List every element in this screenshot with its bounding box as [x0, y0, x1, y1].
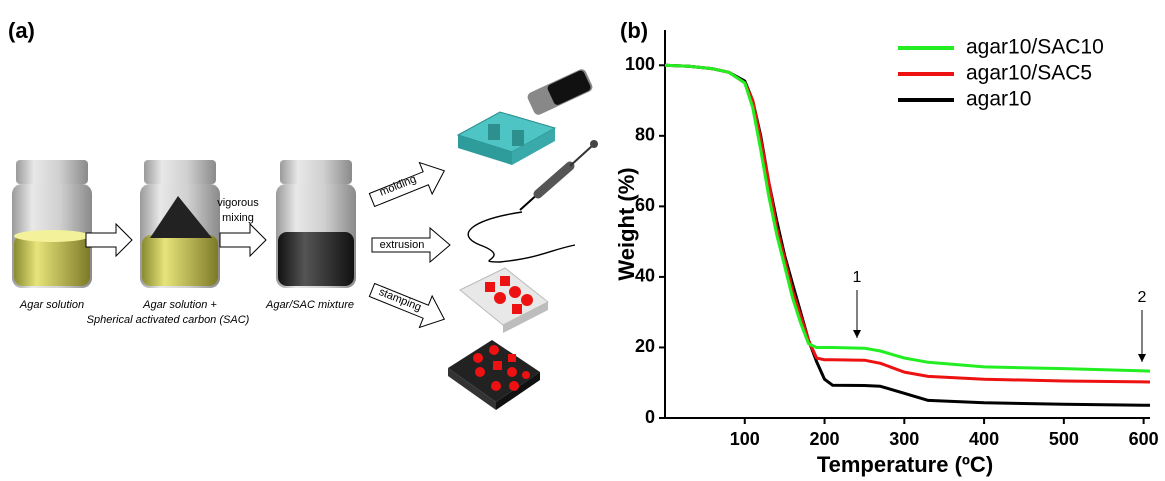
mold	[458, 112, 555, 165]
legend-label: agar10/SAC10	[966, 36, 1104, 59]
stamp	[460, 268, 548, 333]
x-tick-label: 100	[730, 429, 760, 449]
mixing-label: mixing	[222, 212, 254, 224]
x-tick-label: 500	[1049, 429, 1079, 449]
y-tick-label: 0	[645, 407, 655, 427]
x-tick-label: 200	[810, 429, 840, 449]
step-label: Spherical activated carbon (SAC)	[87, 314, 250, 326]
filament	[468, 212, 575, 262]
step-label: Agar/SAC mixture	[265, 299, 354, 311]
annotation: 1	[853, 269, 862, 286]
legend-label: agar10/SAC5	[966, 62, 1092, 85]
x-axis-label: Temperature (ºC)	[817, 452, 993, 477]
step-label: Agar solution +	[142, 299, 217, 311]
y-tick-label: 80	[635, 125, 655, 145]
y-tick-label: 20	[635, 336, 655, 356]
method-label: extrusion	[380, 239, 425, 251]
figure: (a) vigorous mix	[0, 0, 1165, 481]
y-axis-label: Weight (%)	[614, 167, 639, 280]
series-line	[665, 65, 1150, 382]
y-tick-label: 100	[625, 54, 655, 74]
small-vial	[526, 68, 594, 117]
panel-a: (a) vigorous mix	[8, 18, 598, 410]
vial	[12, 160, 92, 288]
vial	[140, 160, 220, 288]
x-tick-label: 400	[969, 429, 999, 449]
panel-b: (b) Temperature (ºC) Weight (%) 0 20 40 60 8…	[614, 18, 1159, 477]
x-tick-label: 300	[889, 429, 919, 449]
annotation-arrowhead	[1138, 354, 1146, 362]
vial	[276, 160, 356, 288]
stamp-mold	[448, 340, 540, 410]
mixing-label: vigorous	[217, 197, 259, 209]
arrow	[86, 224, 132, 256]
y-tick-label: 60	[635, 195, 655, 215]
step-label: Agar solution	[19, 299, 84, 311]
y-tick-label: 40	[635, 266, 655, 286]
annotation-arrowhead	[853, 330, 861, 338]
annotation: 2	[1138, 289, 1147, 306]
panel-label: (a)	[8, 18, 35, 43]
x-tick-label: 600	[1129, 429, 1159, 449]
panel-label: (b)	[620, 18, 648, 43]
legend-label: agar10	[966, 88, 1031, 111]
series-line	[665, 65, 1150, 371]
arrow	[220, 224, 266, 256]
series-line	[665, 65, 1150, 405]
